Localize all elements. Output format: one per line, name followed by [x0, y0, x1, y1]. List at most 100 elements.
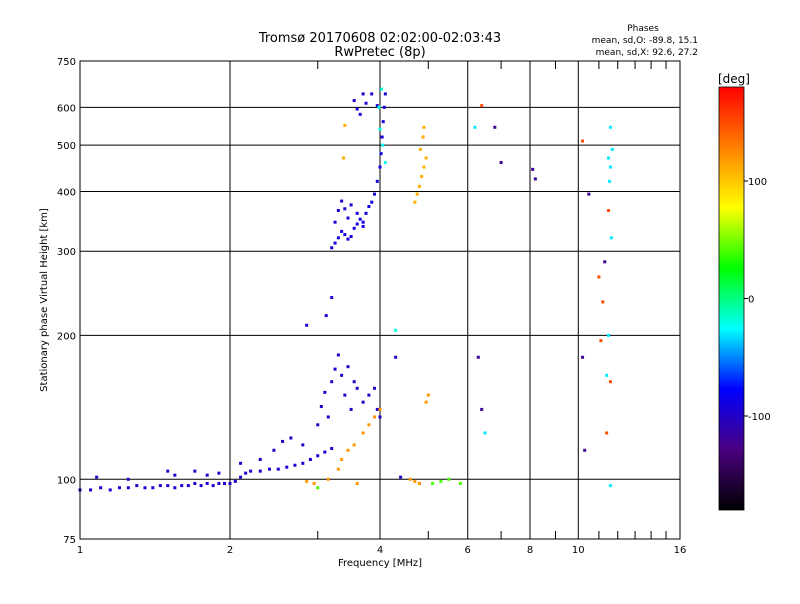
data-point: [499, 160, 503, 164]
x-tick-label: 1: [77, 545, 83, 556]
data-point: [285, 465, 289, 469]
data-point: [349, 235, 353, 239]
data-point: [217, 481, 221, 485]
grid: [80, 61, 680, 539]
data-point: [361, 400, 365, 404]
colorbar-ticks: 100 0 -100: [744, 177, 771, 423]
data-point: [607, 333, 611, 337]
data-point: [349, 203, 353, 207]
data-point: [330, 246, 334, 250]
phase-info-title: Phases: [627, 24, 659, 34]
y-tick-label: 200: [57, 331, 76, 342]
data-point: [336, 353, 340, 357]
data-point: [361, 224, 365, 228]
data-point: [316, 454, 320, 458]
data-point: [483, 431, 487, 435]
data-point: [417, 184, 421, 188]
colorbar: [deg] 100 0 -100: [718, 72, 771, 511]
data-point: [458, 481, 462, 485]
data-point: [173, 473, 177, 477]
data-point: [336, 467, 340, 471]
y-tick-label: 600: [57, 103, 76, 114]
data-point: [370, 200, 374, 204]
data-point: [340, 199, 344, 203]
data-point: [426, 393, 430, 397]
data-point: [473, 125, 477, 129]
data-point: [607, 179, 611, 183]
data-point: [117, 486, 121, 490]
data-point: [609, 236, 613, 240]
data-point: [193, 481, 197, 485]
data-point: [340, 457, 344, 461]
y-tick-label: 400: [57, 187, 76, 198]
data-point: [533, 177, 537, 181]
data-point: [336, 209, 340, 213]
data-point: [180, 484, 184, 488]
data-point: [531, 167, 535, 171]
x-axis-label: Frequency [MHz]: [338, 558, 422, 569]
data-point: [336, 236, 340, 240]
data-point: [378, 407, 382, 411]
data-point: [330, 446, 334, 450]
data-point: [378, 165, 382, 169]
data-point: [447, 477, 451, 481]
data-point: [349, 407, 353, 411]
data-point: [413, 200, 417, 204]
data-point: [293, 463, 297, 467]
data-point: [340, 229, 344, 233]
data-point: [608, 125, 612, 129]
data-point: [476, 355, 480, 359]
data-point: [603, 260, 607, 264]
data-point: [608, 380, 612, 384]
data-point: [355, 222, 359, 226]
data-point: [258, 457, 262, 461]
x-tick-label: 10: [572, 545, 585, 556]
data-point: [217, 471, 221, 475]
data-point: [323, 450, 327, 454]
data-point: [375, 104, 379, 108]
data-point: [383, 160, 387, 164]
data-point: [223, 481, 227, 485]
data-point: [380, 87, 384, 91]
data-point: [305, 323, 309, 327]
data-point: [581, 139, 585, 143]
data-point: [480, 407, 484, 411]
data-point: [323, 390, 327, 394]
data-point: [370, 92, 374, 96]
data-point: [239, 475, 243, 479]
data-point: [346, 448, 350, 452]
data-point: [415, 192, 419, 196]
plot-frame: [79, 60, 681, 540]
data-point: [608, 484, 612, 488]
data-point: [394, 328, 398, 332]
data-point: [346, 365, 350, 369]
x-tick-label: 2: [227, 545, 233, 556]
data-point: [382, 105, 386, 109]
y-tick-label: 75: [63, 535, 76, 546]
data-point: [289, 436, 293, 440]
data-point: [424, 156, 428, 160]
colorbar-tick-label: 0: [748, 295, 754, 306]
data-point: [319, 404, 323, 408]
data-point: [605, 431, 609, 435]
data-point: [431, 481, 435, 485]
data-point: [343, 123, 347, 127]
data-point: [608, 165, 612, 169]
data-point: [364, 211, 368, 215]
data-point: [346, 216, 350, 220]
data-point: [342, 156, 346, 160]
data-point: [399, 475, 403, 479]
data-point: [316, 423, 320, 427]
data-point: [166, 469, 170, 473]
colorbar-tick-label: -100: [748, 412, 771, 423]
data-point: [413, 479, 417, 483]
data-point: [597, 275, 601, 279]
data-point: [581, 355, 585, 359]
data-point: [422, 165, 426, 169]
data-point: [276, 467, 280, 471]
y-tick-label: 750: [57, 57, 76, 68]
data-point: [135, 484, 139, 488]
data-point: [99, 486, 103, 490]
data-point: [193, 469, 197, 473]
